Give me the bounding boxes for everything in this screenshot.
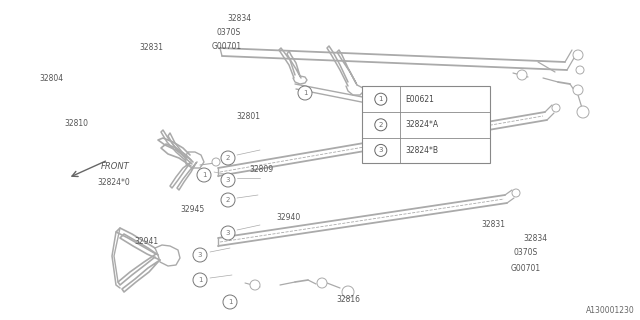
- Text: 2: 2: [226, 197, 230, 203]
- Circle shape: [193, 248, 207, 262]
- Text: 0370S: 0370S: [514, 248, 538, 257]
- Text: 32831: 32831: [140, 43, 164, 52]
- Circle shape: [221, 173, 235, 187]
- Circle shape: [317, 278, 327, 288]
- Circle shape: [221, 151, 235, 165]
- Text: 32810: 32810: [65, 119, 88, 128]
- Text: G00701: G00701: [511, 264, 541, 273]
- Text: 32834: 32834: [524, 234, 548, 243]
- Text: 3: 3: [226, 177, 230, 183]
- Text: 32809: 32809: [250, 165, 274, 174]
- Circle shape: [250, 280, 260, 290]
- Text: 32831: 32831: [481, 220, 506, 228]
- FancyBboxPatch shape: [362, 86, 490, 163]
- Circle shape: [223, 295, 237, 309]
- Text: 1: 1: [202, 172, 206, 178]
- Text: 1: 1: [443, 127, 447, 133]
- Circle shape: [298, 86, 312, 100]
- Text: 2: 2: [379, 122, 383, 128]
- Text: 3: 3: [226, 230, 230, 236]
- Circle shape: [552, 104, 560, 112]
- Circle shape: [573, 50, 583, 60]
- Text: 32816: 32816: [336, 295, 360, 304]
- Text: 32824*0: 32824*0: [97, 178, 130, 187]
- Text: 32941: 32941: [134, 237, 159, 246]
- Circle shape: [197, 168, 211, 182]
- Circle shape: [221, 226, 235, 240]
- Text: 3: 3: [378, 148, 383, 153]
- Text: 1: 1: [378, 96, 383, 102]
- Circle shape: [573, 85, 583, 95]
- Text: 32945: 32945: [180, 205, 205, 214]
- Circle shape: [212, 158, 220, 166]
- Text: A130001230: A130001230: [586, 306, 635, 315]
- Circle shape: [375, 119, 387, 131]
- Circle shape: [512, 189, 520, 197]
- Circle shape: [193, 273, 207, 287]
- Text: 3: 3: [198, 252, 202, 258]
- Circle shape: [342, 286, 354, 298]
- Text: 32801: 32801: [237, 112, 261, 121]
- Text: 32940: 32940: [276, 213, 301, 222]
- Text: 1: 1: [303, 90, 307, 96]
- Circle shape: [576, 66, 584, 74]
- Circle shape: [221, 193, 235, 207]
- Text: 32804: 32804: [40, 74, 64, 83]
- Circle shape: [438, 123, 452, 137]
- Text: 2: 2: [226, 155, 230, 161]
- Text: E00621: E00621: [405, 95, 434, 104]
- Circle shape: [375, 144, 387, 156]
- Text: 32824*A: 32824*A: [405, 120, 438, 129]
- Circle shape: [375, 93, 387, 105]
- Text: FRONT: FRONT: [101, 162, 130, 171]
- Circle shape: [517, 70, 527, 80]
- Circle shape: [577, 106, 589, 118]
- Text: 0370S: 0370S: [216, 28, 241, 36]
- Text: G00701: G00701: [211, 42, 241, 51]
- Text: 32834: 32834: [227, 14, 252, 23]
- Text: 1: 1: [228, 299, 232, 305]
- Text: 32824*B: 32824*B: [405, 146, 438, 155]
- Text: 1: 1: [198, 277, 202, 283]
